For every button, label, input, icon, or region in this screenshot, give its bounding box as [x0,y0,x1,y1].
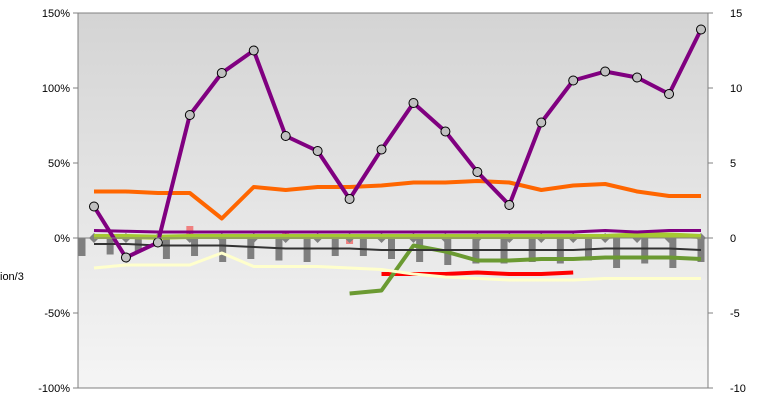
left-tick-label: 100% [42,83,70,95]
series-point [120,252,131,263]
series-point [664,89,675,99]
series-point [216,68,227,78]
series-point [600,66,611,77]
series-point [376,144,387,155]
series-point [696,24,706,35]
bar [247,238,255,259]
bar [191,238,199,256]
right-tick-label: 0 [730,233,736,245]
bar [388,238,395,259]
left-tick-label: 50% [48,158,70,170]
bar [78,238,86,256]
bar [613,238,621,268]
series-point [280,131,291,141]
series-line [94,243,702,251]
series-point [184,110,195,120]
series-point [344,194,355,204]
series-line [94,179,701,221]
series-line [349,243,702,296]
series-point [248,45,259,56]
right-tick-label: 10 [730,83,742,95]
right-tick-label: 15 [730,8,742,20]
series-point [440,126,451,137]
side-label: ion/3 [0,271,24,283]
series-point [504,200,515,210]
series-point [152,237,163,248]
right-tick-label: -10 [730,383,746,395]
left-tick-label: -50% [44,308,70,320]
bar [331,238,339,256]
series-point [632,72,643,83]
series-line [93,229,701,234]
left-tick-label: 150% [42,8,70,20]
plot-area [77,12,709,389]
left-tick-label: 0% [54,233,70,245]
left-tick-label: -100% [38,383,70,395]
series-point [312,146,323,156]
bar [106,238,114,255]
series-line [92,28,703,260]
bar [669,238,677,268]
bar [162,238,170,259]
series-line [93,251,701,282]
series-point [89,201,99,212]
bar [275,238,283,261]
right-tick-label: 5 [730,158,736,170]
series-point [472,167,483,177]
bar [303,238,311,262]
series-point [408,98,419,108]
series-point [568,75,579,86]
bar [641,238,649,264]
bar [219,238,227,262]
series-line [94,232,702,240]
series-point [536,117,547,128]
bar [359,238,367,256]
axes-layer: 150% 100% 50% 0% -50% -100% 15 10 5 0 -5 -10 [38,8,746,395]
right-tick-label: -5 [730,308,740,320]
